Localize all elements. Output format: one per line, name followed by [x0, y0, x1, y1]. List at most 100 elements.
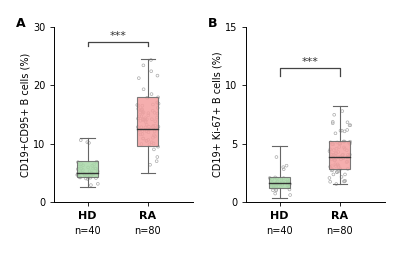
Point: [339, 109, 346, 113]
Point: [136, 76, 142, 80]
Point: [335, 169, 342, 174]
Point: [77, 175, 83, 180]
Point: [145, 111, 152, 115]
Point: [331, 153, 337, 157]
Point: [326, 149, 333, 153]
Point: [275, 184, 282, 189]
Point: [266, 176, 273, 180]
Point: [344, 155, 350, 160]
Point: [154, 155, 160, 159]
Point: [272, 175, 278, 180]
Point: [336, 141, 342, 146]
Point: [147, 163, 153, 167]
Point: [76, 164, 82, 169]
Text: n=40: n=40: [74, 226, 101, 236]
Y-axis label: CD19+CD95+ B cells (%): CD19+CD95+ B cells (%): [20, 52, 30, 177]
Point: [146, 125, 152, 129]
Point: [142, 125, 149, 130]
Point: [284, 178, 291, 182]
Point: [148, 140, 155, 144]
Point: [278, 178, 284, 183]
Point: [327, 147, 334, 151]
Point: [87, 176, 94, 180]
Point: [327, 180, 333, 184]
Point: [140, 136, 146, 141]
Point: [74, 172, 81, 177]
Point: [138, 142, 145, 146]
Point: [271, 184, 278, 188]
Point: [339, 129, 345, 133]
Y-axis label: CD19+ Ki-67+ B cells (%): CD19+ Ki-67+ B cells (%): [212, 52, 222, 177]
Point: [346, 154, 352, 158]
Point: [143, 139, 150, 143]
Point: [344, 120, 351, 125]
Point: [330, 148, 337, 152]
Point: [286, 181, 292, 186]
Point: [342, 129, 348, 133]
Point: [149, 117, 155, 121]
Point: [336, 145, 342, 149]
Point: [329, 168, 336, 172]
Text: A: A: [16, 17, 25, 30]
Point: [338, 157, 344, 162]
Point: [279, 180, 285, 184]
Point: [135, 125, 141, 129]
Point: [138, 114, 144, 118]
Point: [154, 115, 160, 120]
Point: [329, 164, 335, 168]
Point: [93, 176, 99, 180]
Bar: [329, 141, 350, 169]
Point: [280, 167, 287, 171]
Point: [340, 139, 347, 144]
Point: [342, 139, 348, 144]
Point: [151, 129, 158, 134]
Point: [270, 184, 277, 188]
Point: [270, 188, 276, 192]
Point: [142, 119, 149, 123]
Point: [346, 140, 352, 145]
Point: [273, 155, 280, 159]
Point: [279, 183, 286, 187]
Point: [277, 182, 284, 186]
Point: [139, 112, 146, 116]
Point: [154, 100, 160, 104]
Point: [145, 138, 152, 142]
Point: [344, 128, 350, 132]
Point: [140, 117, 146, 122]
Point: [84, 177, 91, 181]
Point: [145, 130, 152, 134]
Point: [150, 141, 157, 146]
Point: [332, 162, 338, 167]
Point: [329, 153, 336, 157]
Point: [75, 160, 81, 164]
Point: [146, 127, 152, 132]
Point: [137, 119, 144, 123]
Point: [150, 102, 156, 107]
Text: ***: ***: [109, 31, 126, 41]
Text: n=40: n=40: [266, 226, 293, 236]
Text: n=80: n=80: [134, 226, 161, 236]
Point: [330, 142, 336, 146]
Point: [347, 141, 353, 146]
Point: [78, 138, 84, 142]
Point: [88, 174, 94, 178]
Point: [333, 147, 340, 151]
Point: [341, 179, 348, 183]
Point: [328, 168, 335, 172]
Point: [142, 116, 148, 120]
Point: [326, 176, 333, 180]
Point: [138, 125, 144, 129]
Point: [77, 170, 84, 175]
Point: [339, 153, 345, 157]
Point: [333, 151, 339, 156]
Point: [138, 108, 144, 113]
Point: [135, 116, 141, 121]
Point: [329, 157, 335, 162]
Point: [74, 167, 81, 171]
Point: [81, 172, 88, 176]
Point: [90, 167, 96, 171]
Point: [88, 183, 94, 187]
Point: [343, 160, 350, 164]
Bar: [77, 161, 98, 177]
Point: [90, 172, 96, 176]
